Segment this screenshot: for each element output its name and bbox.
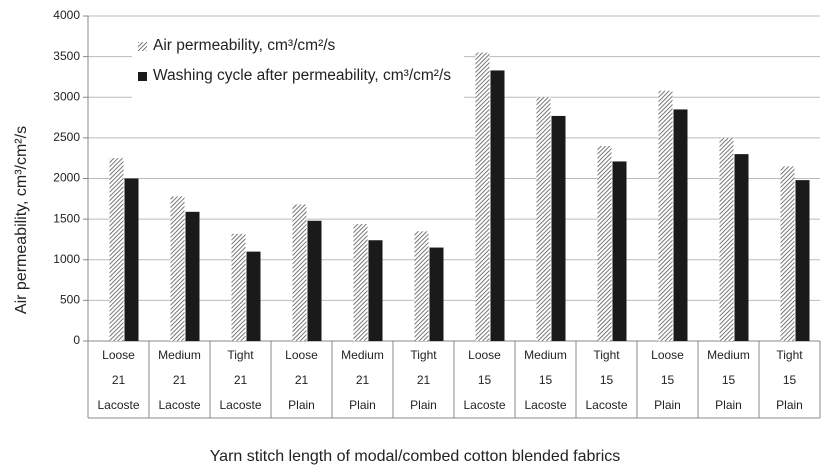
bar [292,204,307,341]
x-tick-label: Tight [410,348,437,362]
x-tick-label: Medium [524,348,567,362]
legend-item: Washing cycle after permeability, cm³/cm… [138,66,458,86]
x-tick-label: Lacoste [158,398,200,412]
y-axis-title: Air permeability, cm³/cm²/s [13,126,30,314]
x-tick-label: Medium [707,348,750,362]
bar [658,90,673,341]
x-tick-label: 21 [417,373,431,387]
x-tick-label: Medium [158,348,201,362]
x-tick-label: Plain [715,398,742,412]
x-tick-label: Medium [341,348,384,362]
bar [734,154,749,341]
x-tick-label: Loose [651,348,684,362]
y-tick-label: 500 [60,293,80,307]
y-tick-label: 3500 [53,49,80,63]
x-tick-label: Tight [227,348,254,362]
bar [170,196,185,341]
bar [368,240,383,341]
x-tick-label: Plain [654,398,681,412]
legend-label: Air permeability, cm³/cm²/s [153,37,336,54]
x-tick-label: 21 [295,373,309,387]
bar [795,180,810,341]
legend-key [138,72,147,81]
x-tick-label: Tight [593,348,620,362]
bar [719,137,734,341]
x-tick-label: 15 [783,373,797,387]
bar [307,220,322,341]
legend-label: Washing cycle after permeability, cm³/cm… [153,67,452,84]
bar [429,247,444,341]
x-tick-label: Tight [776,348,803,362]
legend: Air permeability, cm³/cm²/s Washing cycle… [132,30,464,100]
x-tick-label: Lacoste [463,398,505,412]
x-tick-label: Lacoste [97,398,139,412]
x-tick-label: 15 [539,373,553,387]
bar [780,166,795,341]
x-tick-label: Loose [285,348,318,362]
x-tick-label: 15 [722,373,736,387]
x-tick-label: 15 [600,373,614,387]
x-tick-label: Plain [288,398,315,412]
y-tick-label: 4000 [53,8,80,22]
bar [673,109,688,341]
x-tick-label: Lacoste [219,398,261,412]
x-tick-label: Lacoste [524,398,566,412]
y-tick-label: 2500 [53,130,80,144]
bar [612,161,627,341]
bar [124,178,139,341]
y-tick-label: 1000 [53,252,80,266]
x-tick-label: Plain [349,398,376,412]
bar [353,224,368,341]
y-tick-label: 3000 [53,89,80,103]
x-axis-title: Yarn stitch length of modal/combed cotto… [210,448,621,465]
bar [246,251,261,341]
bar [475,52,490,341]
bar [109,158,124,341]
x-tick-label: Lacoste [585,398,627,412]
x-tick-label: Loose [102,348,135,362]
y-tick-label: 2000 [53,171,80,185]
bar [597,146,612,341]
x-tick-label: 15 [478,373,492,387]
bar [414,231,429,341]
x-tick-label: 21 [112,373,126,387]
x-tick-label: 21 [234,373,248,387]
y-tick-label: 0 [73,333,80,347]
x-tick-label: Loose [468,348,501,362]
x-tick-label: Plain [776,398,803,412]
bar [551,115,566,341]
legend-item: Air permeability, cm³/cm²/s [138,36,458,56]
bar [536,97,551,341]
x-tick-label: 15 [661,373,675,387]
bar [185,211,200,341]
bar [231,233,246,341]
x-tick-label: Plain [410,398,437,412]
legend-key [138,42,147,51]
y-tick-label: 1500 [53,211,80,225]
x-tick-label: 21 [173,373,187,387]
bar [490,70,505,341]
x-tick-label: 21 [356,373,370,387]
